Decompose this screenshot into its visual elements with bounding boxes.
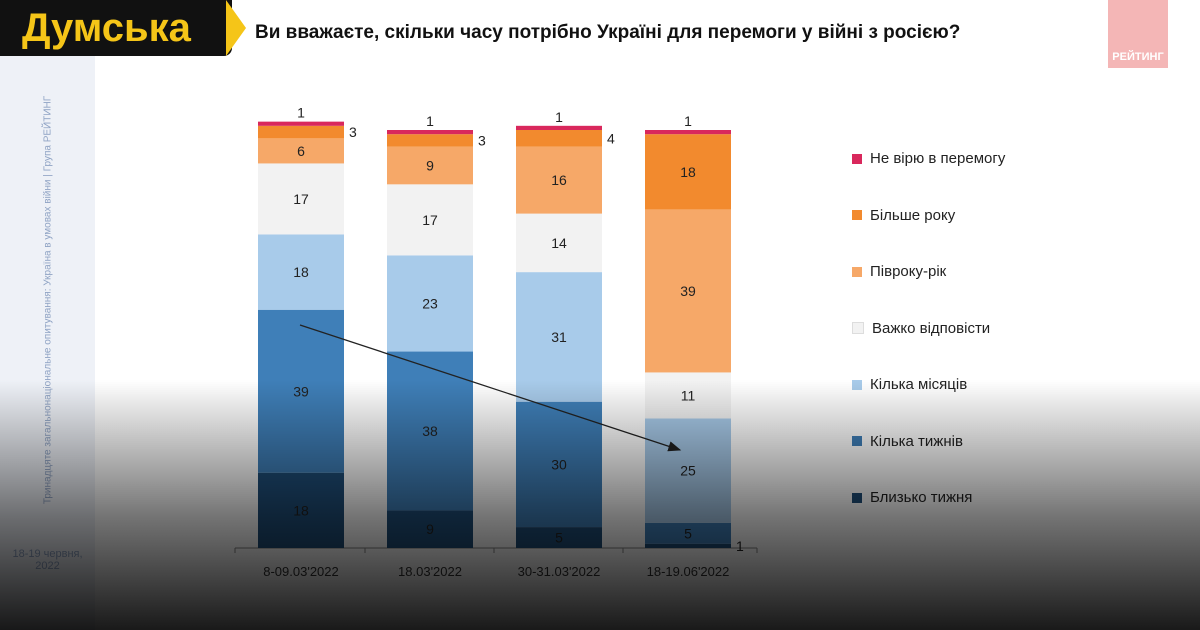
data-label: 1 — [736, 538, 744, 554]
legend-item: Близько тижня — [852, 489, 972, 506]
data-label: 6 — [297, 143, 305, 159]
bar-segment — [516, 146, 602, 214]
data-label: 1 — [297, 105, 305, 121]
bar-segment — [516, 213, 602, 273]
x-tick-label: 18-19.06'2022 — [647, 564, 730, 579]
chart-title: Ви вважаєте, скільки часу потрібно Украї… — [255, 22, 961, 43]
trend-arrow — [299, 324, 682, 452]
bar-segment — [645, 543, 731, 548]
data-label: 4 — [607, 130, 615, 146]
bar-segment — [387, 130, 473, 135]
data-label: 18 — [293, 264, 309, 280]
legend-swatch — [852, 322, 864, 334]
bar-segment — [516, 125, 602, 130]
legend-swatch — [852, 492, 862, 503]
data-label: 23 — [422, 295, 438, 311]
legend-label: Кілька місяців — [870, 376, 968, 393]
bar-segment — [387, 255, 473, 352]
bar-segment — [387, 146, 473, 185]
legend-label: Більше року — [870, 206, 956, 224]
logo: Думська — [0, 0, 232, 56]
bar-segment — [258, 138, 344, 164]
bar-segment — [645, 134, 731, 210]
legend-swatch — [852, 266, 862, 277]
data-label: 30 — [551, 456, 567, 472]
data-label: 14 — [551, 235, 567, 251]
data-label: 18 — [293, 502, 309, 518]
data-label: 18 — [680, 164, 696, 180]
data-label: 25 — [680, 463, 696, 479]
x-tick-label: 30-31.03'2022 — [518, 564, 601, 579]
bar-segment — [258, 234, 344, 310]
legend-item: Кілька тижнів — [852, 433, 963, 450]
logo-chevron-icon — [226, 0, 246, 56]
data-label: 1 — [684, 113, 692, 129]
legend-item: Не вірю в перемогу — [852, 150, 1005, 167]
data-label: 5 — [555, 530, 563, 546]
bar-segment — [645, 209, 731, 373]
data-label: 38 — [422, 423, 438, 439]
legend-item: Півроку-рік — [852, 263, 946, 280]
legend-swatch — [852, 153, 862, 164]
x-tick-label: 8-09.03'2022 — [263, 564, 339, 579]
bar-segment — [387, 134, 473, 147]
data-label: 5 — [684, 525, 692, 541]
legend-label: Близько тижня — [870, 489, 973, 506]
bar-segment — [258, 163, 344, 235]
bar-segment — [645, 130, 731, 135]
data-label: 1 — [555, 109, 563, 125]
legend-swatch — [852, 210, 862, 220]
data-label: 16 — [551, 172, 567, 188]
data-label: 39 — [293, 383, 309, 399]
data-label: 9 — [426, 158, 434, 174]
legend-label: Не вірю в перемогу — [870, 150, 1006, 167]
legend-item: Більше року — [852, 207, 955, 224]
legend-label: Кілька тижнів — [870, 432, 963, 450]
data-label: 9 — [426, 521, 434, 537]
bar-segment — [516, 130, 602, 147]
bar-segment — [387, 184, 473, 256]
bar-segment — [258, 121, 344, 126]
legend-label: Півроку-рік — [870, 263, 947, 280]
legend-item: Кілька місяців — [852, 376, 967, 393]
data-label: 39 — [680, 283, 696, 299]
legend-item: Важко відповісти — [852, 320, 990, 337]
x-tick-label: 18.03'2022 — [398, 564, 462, 579]
data-label: 1 — [426, 113, 434, 129]
brand-logo: РЕЙТИНГ — [1108, 0, 1168, 68]
data-label: 3 — [478, 132, 486, 148]
bar-segment — [258, 125, 344, 139]
legend-swatch — [852, 379, 862, 390]
legend-swatch — [852, 436, 862, 446]
data-label: 11 — [681, 387, 696, 403]
data-label: 17 — [293, 191, 309, 207]
data-label: 3 — [349, 124, 357, 140]
legend-label: Важко відповісти — [872, 319, 991, 337]
data-label: 17 — [422, 212, 438, 228]
data-label: 31 — [551, 329, 567, 345]
